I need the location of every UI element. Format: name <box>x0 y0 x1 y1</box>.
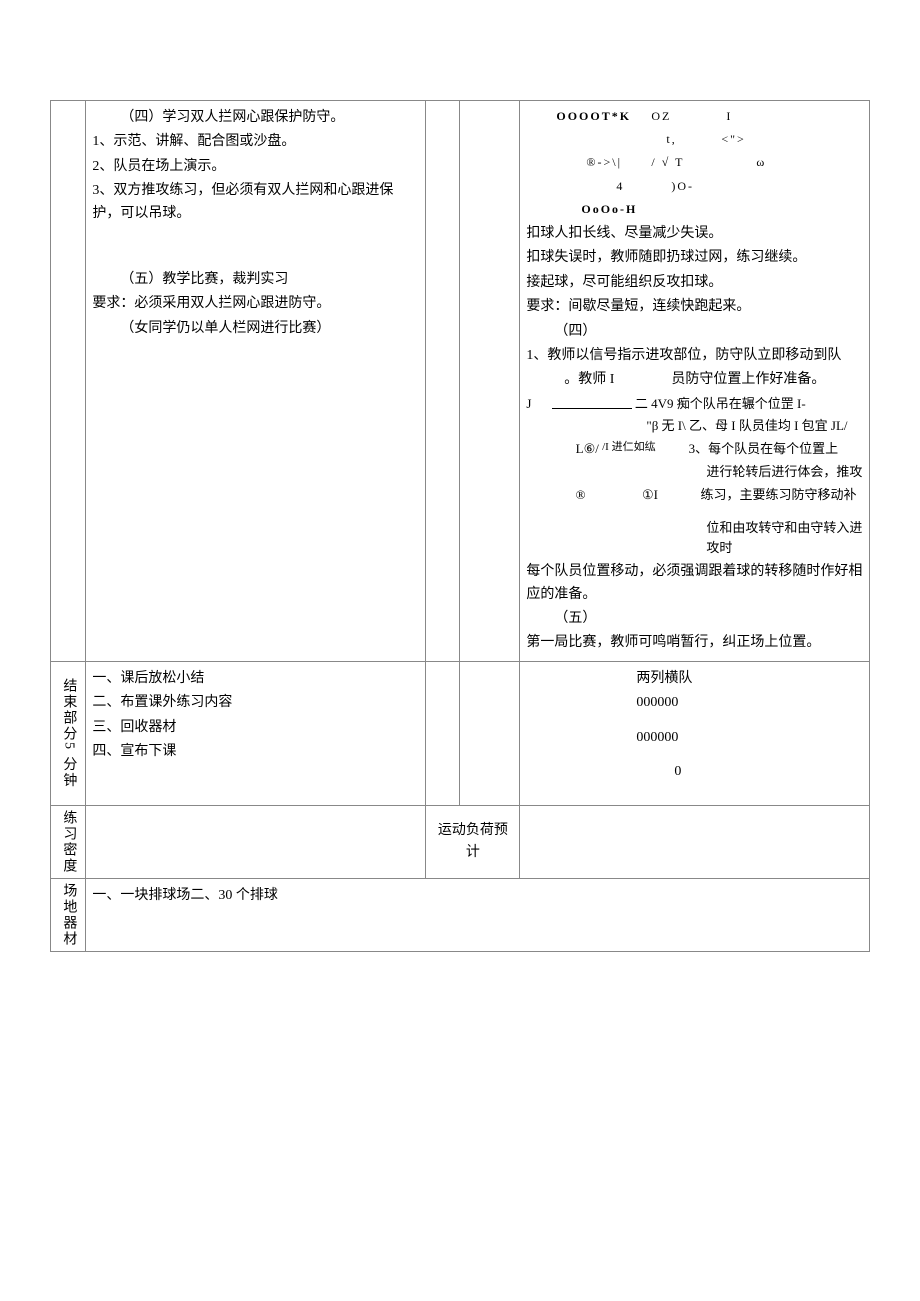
r2-e-p4: 0 <box>636 761 863 783</box>
r2-b-p4: 四、宣布下课 <box>92 741 419 763</box>
r1-e-d7: / √ T <box>651 153 751 172</box>
r1-e-p11: （五） <box>526 608 863 630</box>
r1-e-d6: ®->\| <box>586 153 646 172</box>
r1-e-d11: OoOo-H <box>581 202 637 216</box>
underline-icon <box>552 400 632 409</box>
r2-e-p2: 000000 <box>636 692 863 714</box>
row1-content-left: （四）学习双人拦网心跟保护防守。 1、示范、讲解、配合图或沙盘。 2、队员在场上… <box>86 101 426 662</box>
row3-load-label: 运动负荷预计 <box>438 823 508 860</box>
row2-col-c <box>426 661 460 806</box>
r1-e-p8b: ①I <box>642 487 658 502</box>
row3-label-cell: 练习密度 <box>51 806 86 879</box>
row3-col-e <box>520 806 870 879</box>
r1-e-p2: 扣球失误时，教师随即扔球过网，练习继续。 <box>526 247 863 269</box>
row3-col-d: 运动负荷预计 <box>426 806 520 879</box>
r1-e-p6f: "β 无 I\ 乙、母 I 队员佳均 I 包宜 JL/ <box>526 416 863 437</box>
row4-label: 场地器材 <box>57 883 79 947</box>
row2-content-left: 一、课后放松小结 二、布置课外练习内容 三、回收器材 四、宣布下课 <box>86 661 426 806</box>
r1-e-d2: OZ <box>651 107 721 126</box>
row2-content-right: 两列横队 000000 000000 0 <box>520 661 870 806</box>
r1-b-p2: 1、示范、讲解、配合图或沙盘。 <box>92 131 419 153</box>
r1-e-p8c: 练习，主要练习防守移动补 <box>701 487 857 502</box>
r1-e-d9: 4 <box>616 177 666 196</box>
row3-label: 练习密度 <box>57 810 79 874</box>
r1-e-p7b: 3、每个队员在每个位置上 <box>689 441 839 456</box>
r1-e-p5: （四） <box>526 321 863 343</box>
r2-e-p1: 两列横队 <box>636 668 863 690</box>
r4-b-p1: 一、一块排球场二、30 个排球 <box>92 885 863 907</box>
r1-e-p3: 接起球，尽可能组织反攻扣球。 <box>526 272 863 294</box>
r1-e-p6e: 二 4V9 痴个队吊在辗个位罡 I- <box>635 396 806 411</box>
r1-e-p6b: 。教师 I <box>526 369 614 391</box>
row1-col-c <box>426 101 460 662</box>
r1-e-d3: I <box>726 109 732 123</box>
row4-label-cell: 场地器材 <box>51 879 86 952</box>
r1-e-d5: <"> <box>721 132 745 146</box>
row2-label: 结束部分5 分钟 <box>57 678 79 789</box>
r1-e-p4: 要求：间歇尽量短，连续快跑起来。 <box>526 296 863 318</box>
r1-e-d10: )O- <box>671 179 694 193</box>
r1-e-p6c: 员防守位置上作好准备。 <box>671 372 825 387</box>
row2-label-cell: 结束部分5 分钟 <box>51 661 86 806</box>
r1-e-d4: t, <box>666 130 716 149</box>
r1-b-p3: 2、队员在场上演示。 <box>92 156 419 178</box>
r1-e-p9: 位和由攻转守和由守转入进攻时 <box>526 518 863 560</box>
r1-e-p10: 每个队员位置移动，必须强调跟着球的转移随时作好相应的准备。 <box>526 561 863 606</box>
row4-content: 一、一块排球场二、30 个排球 <box>86 879 870 952</box>
r1-e-d1: OOOOT*K <box>556 107 646 126</box>
r1-b-p6: 要求：必须采用双人拦网心跟进防守。 <box>92 293 419 315</box>
r1-e-p1: 扣球人扣长线、尽量减少失误。 <box>526 223 863 245</box>
r1-e-p6d: J <box>526 394 548 415</box>
r1-e-p8a: ® <box>576 487 586 502</box>
r1-b-p1: （四）学习双人拦网心跟保护防守。 <box>92 107 419 129</box>
r2-b-p2: 二、布置课外练习内容 <box>92 692 419 714</box>
row1-label-cell <box>51 101 86 662</box>
r1-e-p12: 第一局比赛，教师可鸣哨暂行，纠正场上位置。 <box>526 632 863 654</box>
r1-b-p7: （女同学仍以单人栏网进行比赛） <box>92 318 419 340</box>
row1-content-right: OOOOT*K OZ I t, <"> ®->\| / √ T ω 4 )O- … <box>520 101 870 662</box>
row3-col-b <box>86 806 426 879</box>
r1-e-d8: ω <box>756 155 766 169</box>
r1-e-p7c: 进行轮转后进行体会，推攻 <box>526 462 863 483</box>
r1-e-p7a: L⑥/ <box>576 441 599 456</box>
r1-b-p5: （五）教学比赛，裁判实习 <box>92 269 419 291</box>
row1-col-d <box>460 101 520 662</box>
row2-col-d <box>460 661 520 806</box>
r2-b-p1: 一、课后放松小结 <box>92 668 419 690</box>
r2-e-p3: 000000 <box>636 727 863 749</box>
r1-b-p4: 3、双方推攻练习，但必须有双人拦网和心跟进保护，可以吊球。 <box>92 180 419 225</box>
r1-e-p6a: 1、教师以信号指示进攻部位，防守队立即移动到队 <box>526 345 863 367</box>
r2-b-p3: 三、回收器材 <box>92 717 419 739</box>
r1-e-p6g: /I 进仁如纮 <box>602 439 646 457</box>
